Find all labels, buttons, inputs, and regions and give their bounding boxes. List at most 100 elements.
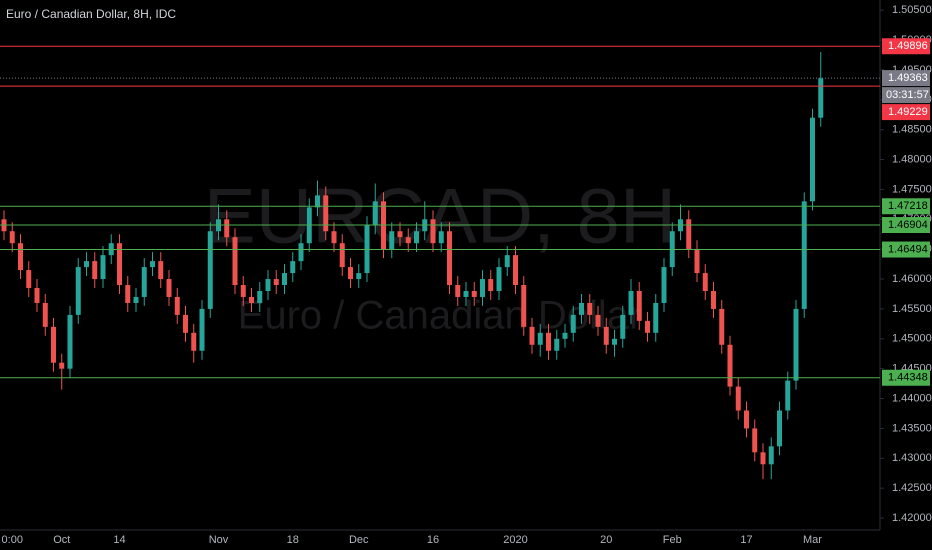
candle-body	[612, 338, 617, 345]
y-tick-label: 1.48500	[892, 124, 932, 136]
candle-body	[628, 290, 634, 315]
candle-body	[273, 279, 279, 286]
candle-body	[579, 302, 584, 315]
candle-body	[356, 273, 362, 280]
x-tick-label: Oct	[53, 534, 70, 546]
y-tick-label: 1.45000	[892, 333, 932, 345]
level-label-bg	[882, 241, 930, 258]
candle-body	[75, 267, 81, 315]
candle-body	[768, 446, 774, 465]
level-label: 1.49363	[888, 72, 928, 84]
x-tick-label: 17	[740, 534, 752, 546]
candle-body	[133, 296, 139, 303]
candle-body	[207, 231, 213, 309]
x-tick-label: 16	[427, 534, 439, 546]
candle-body	[653, 302, 659, 333]
candle-body	[513, 255, 518, 286]
candle-body	[389, 231, 395, 250]
candle-body	[158, 261, 164, 280]
level-label-bg	[882, 38, 930, 55]
level-label-bg	[882, 104, 930, 121]
candle-body	[265, 279, 271, 291]
level-label: 1.46494	[888, 243, 928, 255]
candle-body	[18, 243, 23, 271]
candle-body	[727, 344, 733, 387]
y-tick-label: 1.42000	[892, 512, 932, 524]
chart-title: Euro / Canadian Dollar, 8H, IDC	[6, 7, 176, 21]
candle-body	[810, 117, 815, 202]
candle-body	[323, 195, 329, 232]
candle-body	[372, 201, 378, 226]
candle-body	[199, 308, 205, 351]
candle-body	[92, 261, 98, 280]
candle-body	[636, 290, 642, 321]
candle-body	[645, 320, 650, 333]
candle-body	[240, 285, 246, 297]
candle-body	[480, 279, 485, 297]
x-tick-label: Feb	[663, 534, 682, 546]
x-tick-label: 14	[113, 534, 125, 546]
y-tick-label: 1.44000	[892, 392, 932, 404]
candle-body	[488, 279, 494, 291]
y-tick-label: 1.46000	[892, 273, 932, 285]
candle-body	[348, 267, 353, 280]
candle-body	[438, 231, 444, 244]
candle-body	[51, 326, 56, 363]
candle-body	[570, 314, 576, 333]
candle-body	[339, 243, 345, 268]
countdown: 03:31:57	[886, 89, 929, 101]
y-tick-label: 1.48000	[892, 153, 932, 165]
candle-body	[587, 302, 593, 315]
y-tick-label: 1.50500	[892, 4, 932, 16]
candle-body	[471, 290, 477, 297]
watermark: EURCAD, 8H	[204, 172, 676, 260]
candle-body	[603, 326, 609, 345]
candle-body	[546, 332, 551, 351]
level-label: 1.49896	[888, 40, 928, 52]
candle-body	[744, 410, 749, 429]
candle-body	[455, 285, 461, 297]
candle-body	[537, 332, 543, 345]
candle-body	[125, 285, 131, 303]
x-tick-label: 2020	[503, 534, 527, 546]
candle-body	[249, 296, 254, 303]
candle-body	[719, 308, 725, 345]
candle-body	[529, 326, 535, 345]
candle-body	[42, 302, 48, 327]
candle-body	[224, 219, 230, 238]
y-tick-label: 1.45500	[892, 303, 932, 315]
candle-body	[67, 314, 73, 369]
candle-body	[282, 273, 287, 286]
candle-body	[735, 386, 741, 411]
candle-body	[9, 231, 15, 244]
x-tick-label: 0:00	[2, 534, 23, 546]
candle-body	[298, 243, 304, 262]
candle-body	[620, 314, 626, 339]
candle-body	[702, 273, 708, 291]
candle-body	[661, 267, 667, 303]
candle-body	[686, 219, 692, 250]
candle-body	[463, 290, 469, 297]
candle-body	[521, 285, 527, 327]
candle-body	[191, 332, 197, 351]
candle-body	[141, 267, 147, 297]
candle-body	[752, 428, 758, 453]
y-tick-label: 1.43500	[892, 422, 932, 434]
candle-body	[117, 243, 122, 286]
candle-body	[26, 270, 32, 289]
candle-body	[760, 452, 766, 465]
candle-body	[711, 290, 716, 309]
candle-body	[183, 314, 188, 333]
candle-body	[59, 362, 65, 369]
candle-body	[562, 332, 568, 339]
x-tick-label: Nov	[209, 534, 229, 546]
level-label: 1.44348	[888, 372, 928, 384]
candle-body	[331, 231, 337, 244]
x-tick-label: Mar	[803, 534, 822, 546]
level-label: 1.49229	[888, 106, 928, 118]
level-label-bg	[882, 217, 930, 234]
candle-body	[447, 231, 452, 286]
candle-body	[174, 296, 180, 315]
level-label-bg	[882, 70, 930, 87]
